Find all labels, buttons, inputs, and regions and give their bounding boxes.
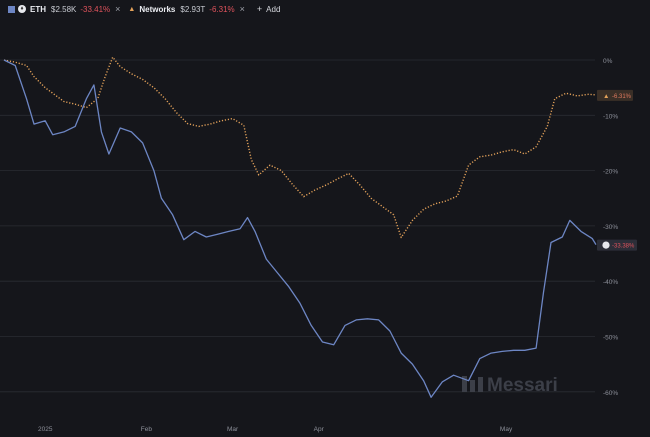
eth-change: -33.41% bbox=[80, 4, 111, 14]
networks-name: Networks bbox=[139, 4, 176, 14]
messari-watermark: Messari bbox=[487, 375, 558, 396]
networks-end-value: -6.31% bbox=[612, 94, 632, 100]
add-series-button[interactable]: + Add bbox=[257, 4, 281, 14]
x-tick-label: Apr bbox=[314, 426, 325, 433]
y-tick-label: -60% bbox=[603, 390, 618, 397]
eth-remove-icon[interactable]: × bbox=[115, 4, 121, 14]
eth-end-value: -33.38% bbox=[612, 244, 635, 250]
legend-toolbar: ♦ ETH $2.58K -33.41% × ▲ Networks $2.93T… bbox=[0, 0, 650, 18]
networks-triangle-icon: ▲ bbox=[603, 93, 609, 100]
eth-legend-chip[interactable]: ♦ ETH $2.58K -33.41% × bbox=[8, 4, 120, 14]
plus-icon: + bbox=[256, 4, 263, 14]
networks-triangle-icon: ▲ bbox=[128, 5, 136, 13]
networks-end-badge bbox=[597, 89, 633, 101]
x-tick-label: May bbox=[500, 426, 513, 433]
y-tick-label: -10% bbox=[603, 113, 618, 120]
watermark-bar-icon bbox=[462, 376, 467, 392]
watermark-bar-icon bbox=[470, 380, 475, 392]
eth-icon bbox=[602, 241, 610, 249]
y-tick-label: 0% bbox=[603, 58, 613, 65]
eth-icon: ♦ bbox=[18, 5, 26, 13]
x-tick-label: Mar bbox=[227, 426, 239, 433]
networks-legend-chip[interactable]: ▲ Networks $2.93T -6.31% × bbox=[128, 4, 244, 14]
series-line-networks bbox=[3, 56, 597, 239]
networks-remove-icon[interactable]: × bbox=[239, 4, 245, 14]
eth-value: $2.58K bbox=[51, 4, 77, 14]
x-tick-label: 2025 bbox=[38, 426, 53, 433]
eth-name: ETH bbox=[30, 4, 46, 14]
eth-color-swatch bbox=[8, 5, 15, 13]
y-tick-label: -20% bbox=[603, 169, 618, 176]
y-tick-label: -30% bbox=[603, 224, 618, 231]
add-label: Add bbox=[266, 4, 281, 14]
y-tick-label: -50% bbox=[603, 335, 618, 342]
watermark-bar-icon bbox=[478, 377, 483, 392]
x-tick-label: Feb bbox=[141, 426, 153, 433]
networks-change: -6.31% bbox=[209, 4, 235, 14]
series-line-eth bbox=[3, 59, 597, 398]
networks-value: $2.93T bbox=[180, 4, 206, 14]
y-tick-label: -40% bbox=[603, 279, 618, 286]
